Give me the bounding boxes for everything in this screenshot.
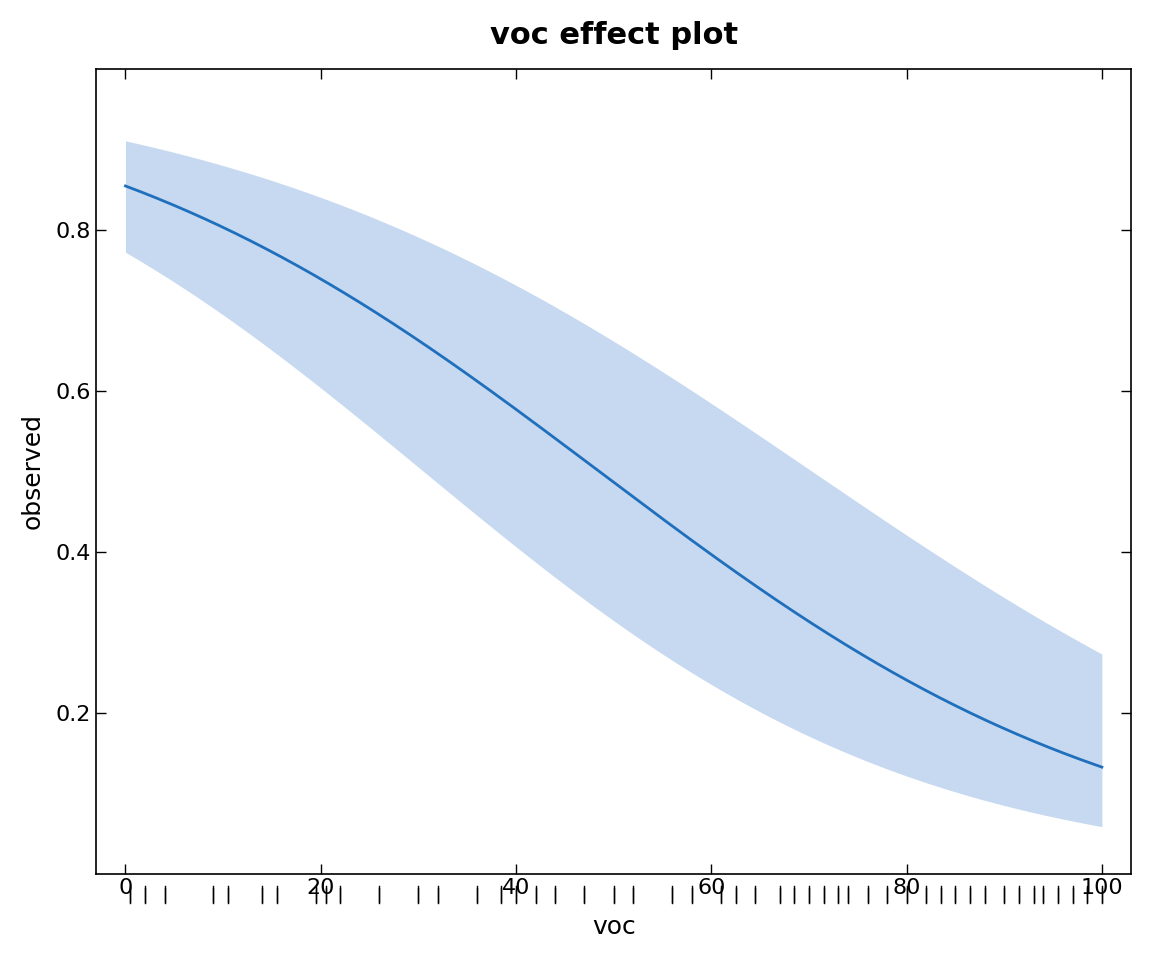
Y-axis label: observed: observed [21, 413, 45, 529]
Title: voc effect plot: voc effect plot [490, 21, 737, 50]
X-axis label: voc: voc [592, 915, 636, 939]
